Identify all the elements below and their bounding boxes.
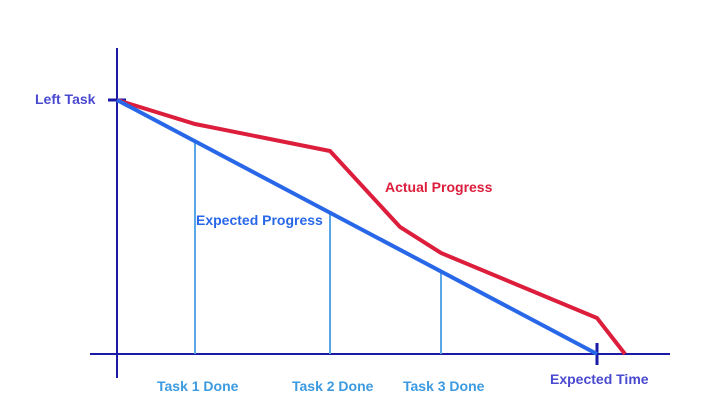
expected-progress-line xyxy=(116,98,598,356)
actual-progress-line xyxy=(116,98,627,356)
left-task-label: Left Task xyxy=(35,91,96,107)
expected-progress-label: Expected Progress xyxy=(196,212,323,228)
task1-label: Task 1 Done xyxy=(157,378,239,394)
task2-label: Task 2 Done xyxy=(292,378,374,394)
actual-progress-label: Actual Progress xyxy=(385,179,493,195)
task3-label: Task 3 Done xyxy=(403,378,485,394)
expected-time-label: Expected Time xyxy=(550,371,649,387)
